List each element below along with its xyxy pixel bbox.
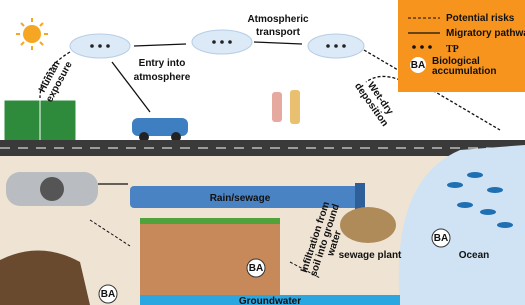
- legend-label: BA: [411, 60, 425, 71]
- label: atmosphere: [134, 72, 191, 83]
- label: Entry into: [139, 58, 186, 69]
- label: transport: [256, 27, 301, 38]
- label: Groundwater: [239, 296, 301, 305]
- badge-label: BA: [434, 233, 448, 244]
- badge-label: BA: [101, 289, 115, 300]
- car: [132, 118, 188, 136]
- grass: [140, 218, 280, 224]
- label: Atmospheric: [247, 14, 309, 25]
- label: Ocean: [459, 250, 490, 261]
- sewage-plant: [340, 207, 396, 243]
- label: Rain/sewage: [210, 193, 271, 204]
- person: [290, 90, 300, 124]
- diagram: Potential risks Migratory pathway TP BA …: [0, 0, 525, 305]
- legend-label: Migratory pathway: [446, 28, 525, 39]
- label: sewage plant: [339, 250, 402, 261]
- pipe-end: [355, 183, 365, 211]
- sun: [23, 25, 41, 43]
- legend-symbol: [412, 45, 432, 49]
- legend-label: Potential risks: [446, 13, 515, 24]
- tyre-hub: [40, 177, 64, 201]
- person: [272, 92, 282, 122]
- legend-description: accumulation: [432, 66, 496, 77]
- legend-label: TP: [446, 44, 459, 55]
- badge-label: BA: [249, 263, 263, 274]
